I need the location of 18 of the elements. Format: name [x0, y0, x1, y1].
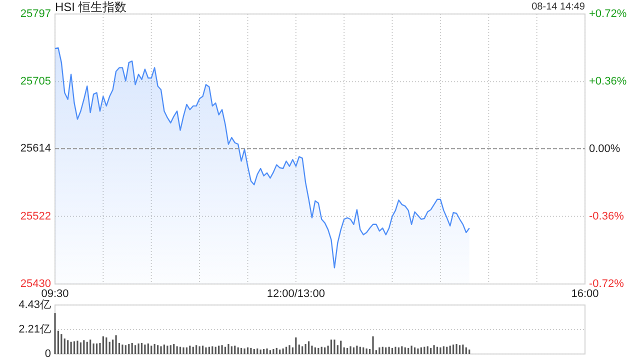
y2-tick-label: +0.72% — [589, 8, 627, 20]
y-tick-label: 4.43亿 — [18, 299, 51, 311]
y-tick-label: 25614 — [20, 142, 51, 155]
y-tick-label: 25705 — [20, 76, 51, 88]
y2-tick-label: -0.72% — [589, 278, 624, 290]
x-tick-label: 09:30 — [41, 288, 69, 300]
text: 08-14 14:49 — [532, 2, 586, 12]
y2-tick-label: +0.36% — [589, 76, 627, 88]
y-tick-label: 25797 — [20, 8, 51, 20]
y-tick-label: 25430 — [20, 278, 51, 290]
y2-tick-label: 0.00% — [589, 143, 620, 155]
x-tick-label: 16:00 — [571, 288, 599, 300]
y-tick-label: 0 — [44, 348, 51, 360]
y-tick-label: 25522 — [20, 210, 51, 222]
x-tick-label: 12:00/13:00 — [266, 288, 325, 300]
y-tick-label: 2.21亿 — [18, 324, 51, 336]
y2-tick-label: -0.36% — [589, 210, 624, 222]
chart-title: HSI 恒生指数 — [55, 0, 126, 14]
